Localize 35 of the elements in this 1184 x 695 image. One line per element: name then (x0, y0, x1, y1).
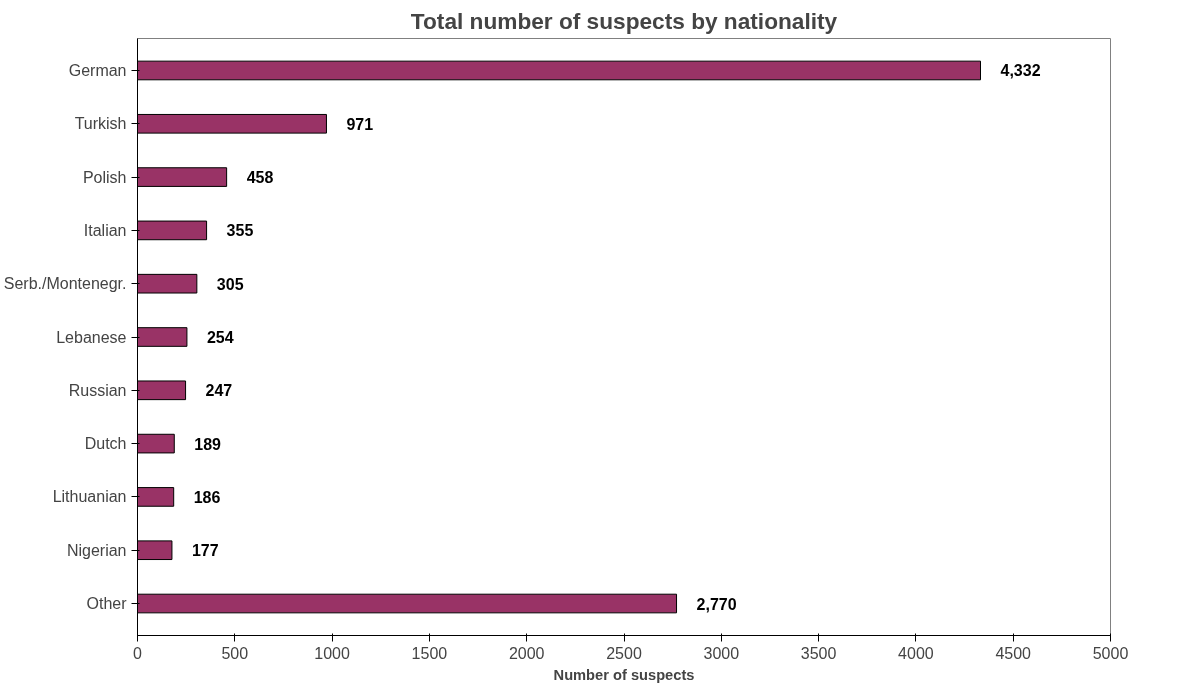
x-tick-label: 500 (221, 644, 249, 662)
x-tick-label: 5000 (1092, 644, 1129, 662)
data-label: 186 (193, 488, 221, 506)
y-tick-label: Lithuanian (52, 488, 127, 506)
data-label: 971 (346, 115, 374, 133)
x-tick-label: 0 (133, 644, 143, 662)
y-tick-label: Other (86, 595, 128, 613)
data-label: 305 (216, 275, 244, 293)
y-tick-label: Italian (83, 221, 127, 239)
data-label: 355 (226, 222, 254, 240)
y-tick-label: Serb./Montenegr. (3, 275, 127, 293)
data-label: 177 (191, 542, 219, 560)
data-label: 254 (206, 329, 234, 346)
x-tick-label: 2500 (606, 644, 642, 662)
y-tick-label: Nigerian (66, 541, 127, 559)
y-tick-label: German (68, 61, 127, 79)
x-tick-label: 3500 (800, 644, 837, 662)
data-label: 4,332 (1000, 62, 1041, 80)
x-tick-label: 1000 (314, 644, 350, 662)
y-tick-label: Polish (82, 168, 127, 186)
x-tick-label: 2000 (508, 644, 545, 662)
y-tick-label: Lebanese (56, 328, 127, 346)
x-tick-label: 1500 (411, 644, 448, 662)
data-label: 2,770 (696, 595, 737, 613)
data-label: 247 (205, 382, 233, 400)
x-axis-title: Number of suspects (553, 666, 695, 683)
x-tick-label: 4000 (898, 644, 934, 662)
y-tick-label: Russian (68, 381, 127, 399)
x-tick-label: 4500 (995, 644, 1032, 662)
x-tick-label: 3000 (703, 644, 740, 662)
data-label: 189 (194, 435, 222, 453)
chart-title: Total number of suspects by nationality (410, 7, 838, 34)
data-label: 458 (246, 169, 274, 187)
y-tick-label: Dutch (84, 435, 127, 453)
y-tick-label: Turkish (74, 115, 127, 133)
